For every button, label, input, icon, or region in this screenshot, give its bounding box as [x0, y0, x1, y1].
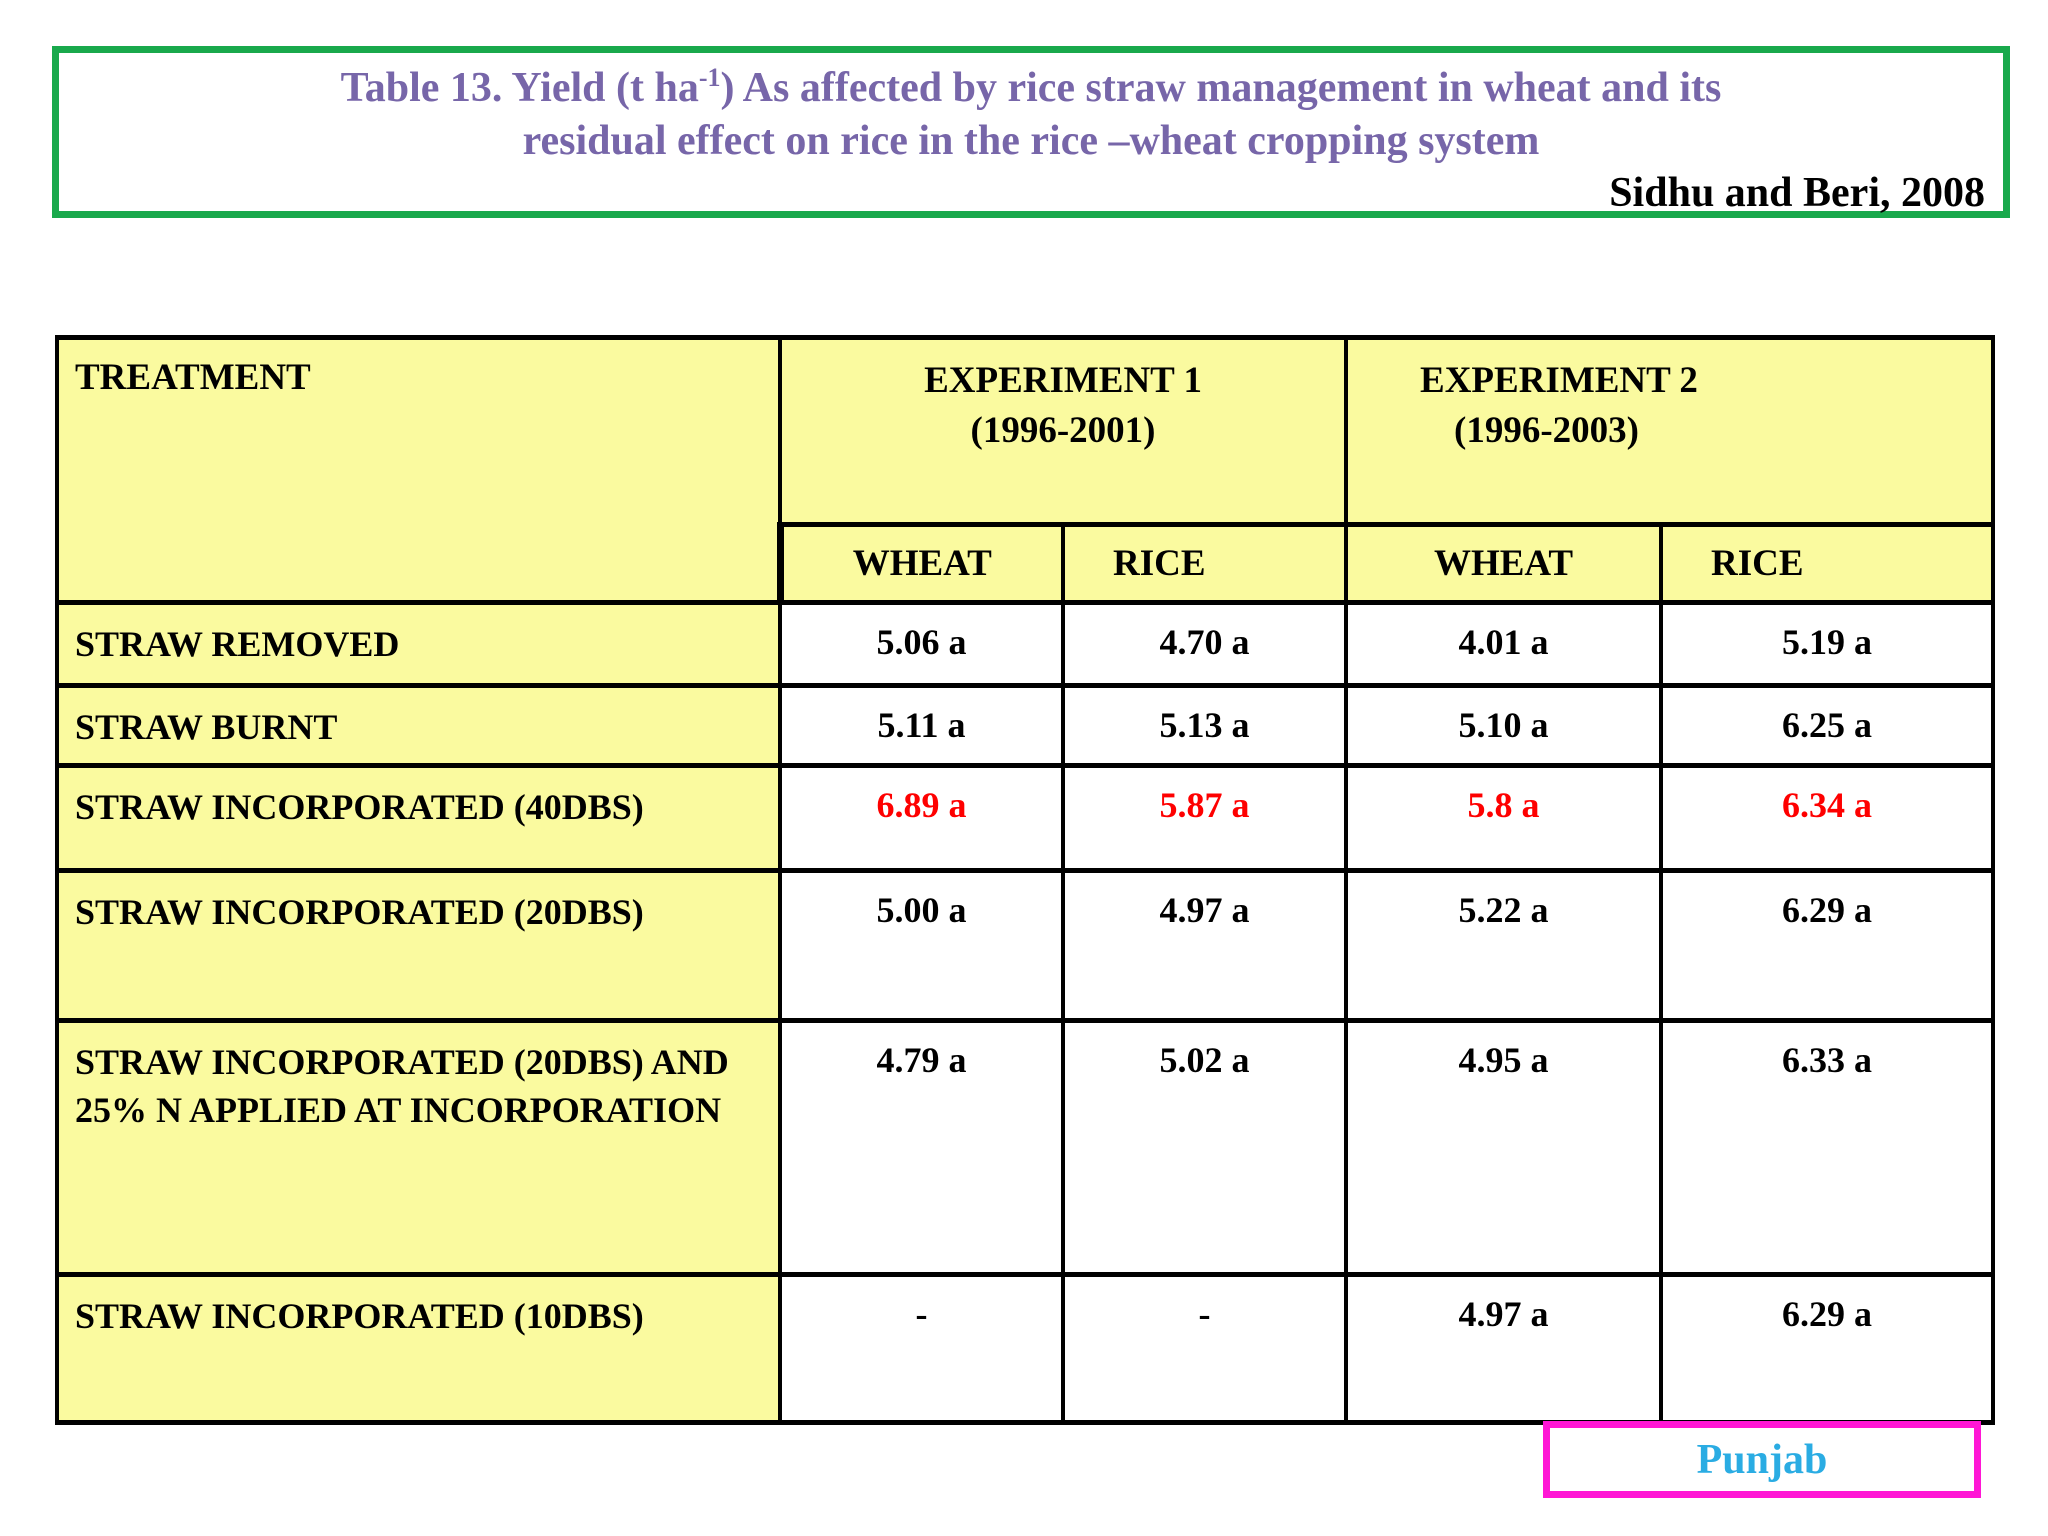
value-cell: 5.11 a: [778, 683, 1065, 768]
title-line2: residual effect on rice in the rice –whe…: [522, 117, 1540, 164]
value-cell: 5.8 a: [1344, 763, 1664, 873]
value-cell: 4.95 a: [1344, 1018, 1664, 1277]
slide-title: Table 13. Yield (t ha-1) As affected by …: [59, 62, 2003, 167]
title-line1: Table 13. Yield (t ha-1) As affected by …: [340, 63, 1722, 111]
column-header-experiment-1: EXPERIMENT 1 (1996-2001): [777, 335, 1349, 527]
column-header-wheat-exp2: WHEAT: [1344, 522, 1664, 605]
value-cell: 6.29 a: [1659, 868, 1996, 1023]
value-cell: -: [1060, 1272, 1349, 1425]
value-cell: 6.34 a: [1659, 763, 1996, 873]
punjab-badge: Punjab: [1543, 1421, 1981, 1498]
column-header-experiment-2: EXPERIMENT 2 (1996-2003): [1344, 335, 1996, 527]
value-cell: 4.97 a: [1060, 868, 1349, 1023]
value-cell: 5.87 a: [1060, 763, 1349, 873]
treatment-cell: STRAW INCORPORATED (10DBS): [55, 1272, 782, 1425]
experiment-2-title: EXPERIMENT 2: [1420, 360, 1698, 401]
value-cell: 5.19 a: [1659, 600, 1996, 688]
yield-table: TREATMENT EXPERIMENT 1 (1996-2001) EXPER…: [55, 335, 1996, 1425]
column-header-rice-exp2: RICE: [1659, 522, 1996, 605]
value-cell: 4.70 a: [1060, 600, 1349, 688]
value-cell: 5.22 a: [1344, 868, 1664, 1023]
treatment-cell: STRAW REMOVED: [55, 600, 782, 688]
value-cell: 4.01 a: [1344, 600, 1664, 688]
table-row-straw-burnt: STRAW BURNT 5.11 a 5.13 a 5.10 a 6.25 a: [55, 683, 1996, 768]
table-row-straw-incorporated-40dbs: STRAW INCORPORATED (40DBS) 6.89 a 5.87 a…: [55, 763, 1996, 873]
value-cell: 5.06 a: [778, 600, 1065, 688]
experiment-1-title: EXPERIMENT 1: [924, 360, 1202, 401]
punjab-badge-label: Punjab: [1696, 1436, 1828, 1483]
column-header-rice-exp1: RICE: [1060, 522, 1349, 605]
value-cell: 6.29 a: [1659, 1272, 1996, 1425]
value-cell: 5.10 a: [1344, 683, 1664, 768]
title-superscript: -1: [698, 63, 721, 92]
table-row-straw-incorporated-20dbs-25n: STRAW INCORPORATED (20DBS) AND 25% N APP…: [55, 1018, 1996, 1277]
header-row-experiments: TREATMENT EXPERIMENT 1 (1996-2001) EXPER…: [55, 335, 1996, 605]
value-cell: 4.97 a: [1344, 1272, 1664, 1425]
title-attribution: Sidhu and Beri, 2008: [1609, 170, 1985, 216]
table-row-straw-removed: STRAW REMOVED 5.06 a 4.70 a 4.01 a 5.19 …: [55, 600, 1996, 688]
treatment-cell: STRAW BURNT: [55, 683, 782, 768]
value-cell: -: [778, 1272, 1065, 1425]
column-header-wheat-exp1: WHEAT: [776, 522, 1065, 605]
treatment-cell: STRAW INCORPORATED (20DBS) AND 25% N APP…: [55, 1018, 782, 1277]
treatment-cell: STRAW INCORPORATED (40DBS): [55, 763, 782, 873]
column-header-treatment: TREATMENT: [55, 335, 782, 605]
treatment-cell: STRAW INCORPORATED (20DBS): [55, 868, 782, 1023]
header-row-crops: WHEAT RICE WHEAT RICE: [57, 522, 1996, 605]
value-cell: 5.00 a: [778, 868, 1065, 1023]
title-box: Table 13. Yield (t ha-1) As affected by …: [52, 46, 2010, 218]
value-cell: 5.13 a: [1060, 683, 1349, 768]
value-cell: 4.79 a: [778, 1018, 1065, 1277]
experiment-2-years: (1996-2003): [1454, 409, 1639, 451]
value-cell: 5.02 a: [1060, 1018, 1349, 1277]
value-cell: 6.25 a: [1659, 683, 1996, 768]
table-row-straw-incorporated-20dbs: STRAW INCORPORATED (20DBS) 5.00 a 4.97 a…: [55, 868, 1996, 1023]
experiment-1-years: (1996-2001): [970, 409, 1156, 451]
value-cell: 6.89 a: [778, 763, 1065, 873]
table-row-straw-incorporated-10dbs: STRAW INCORPORATED (10DBS) - - 4.97 a 6.…: [55, 1272, 1996, 1425]
value-cell: 6.33 a: [1659, 1018, 1996, 1277]
